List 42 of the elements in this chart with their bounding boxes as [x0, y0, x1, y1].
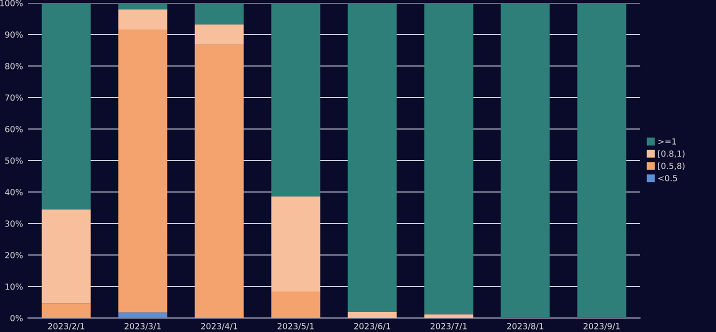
x-tick-label: 2023/6/1 — [354, 323, 390, 330]
x-tick-label: 2023/7/1 — [430, 323, 467, 330]
bar — [500, 3, 550, 318]
x-tick-label: 2023/3/1 — [124, 323, 161, 330]
y-tick-label: 70% — [5, 94, 23, 101]
y-tick-label: 30% — [5, 220, 23, 227]
bar — [42, 3, 91, 210]
legend-label: <0.5 — [658, 174, 678, 182]
bar — [118, 29, 168, 312]
bar — [42, 303, 91, 318]
y-tick-label: 80% — [5, 62, 23, 70]
y-tick-label: 50% — [5, 157, 23, 164]
legend-label: [0.5,8) — [658, 162, 684, 170]
legend-label: >=1 — [658, 138, 676, 144]
y-tick-label: 0% — [10, 314, 23, 322]
bar — [271, 3, 320, 196]
bar — [348, 312, 397, 318]
x-tick-label: 2023/2/1 — [48, 323, 84, 330]
x-tick-label: 2023/4/1 — [201, 323, 238, 330]
bar — [271, 292, 320, 318]
bar — [118, 3, 168, 10]
bar — [271, 196, 320, 292]
x-tick-label: 2023/9/1 — [584, 323, 620, 330]
bar — [424, 314, 474, 318]
bar — [42, 209, 91, 304]
bar — [577, 3, 626, 318]
bar — [424, 3, 474, 314]
bar — [194, 24, 244, 45]
x-tick-label: 2023/8/1 — [507, 323, 544, 330]
y-tick-label: 90% — [5, 31, 23, 38]
y-tick-label: 40% — [5, 188, 23, 196]
y-tick-label: 100% — [0, 0, 23, 6]
bar — [194, 44, 244, 318]
bar — [194, 3, 244, 24]
bar — [118, 312, 168, 318]
y-tick-label: 20% — [5, 252, 23, 258]
bar — [348, 3, 397, 312]
legend-label: [0.8,1) — [658, 150, 684, 158]
y-tick-label: 60% — [5, 126, 23, 132]
y-tick-label: 10% — [6, 283, 23, 290]
bar — [118, 9, 168, 30]
x-tick-label: 2023/5/1 — [278, 323, 314, 330]
